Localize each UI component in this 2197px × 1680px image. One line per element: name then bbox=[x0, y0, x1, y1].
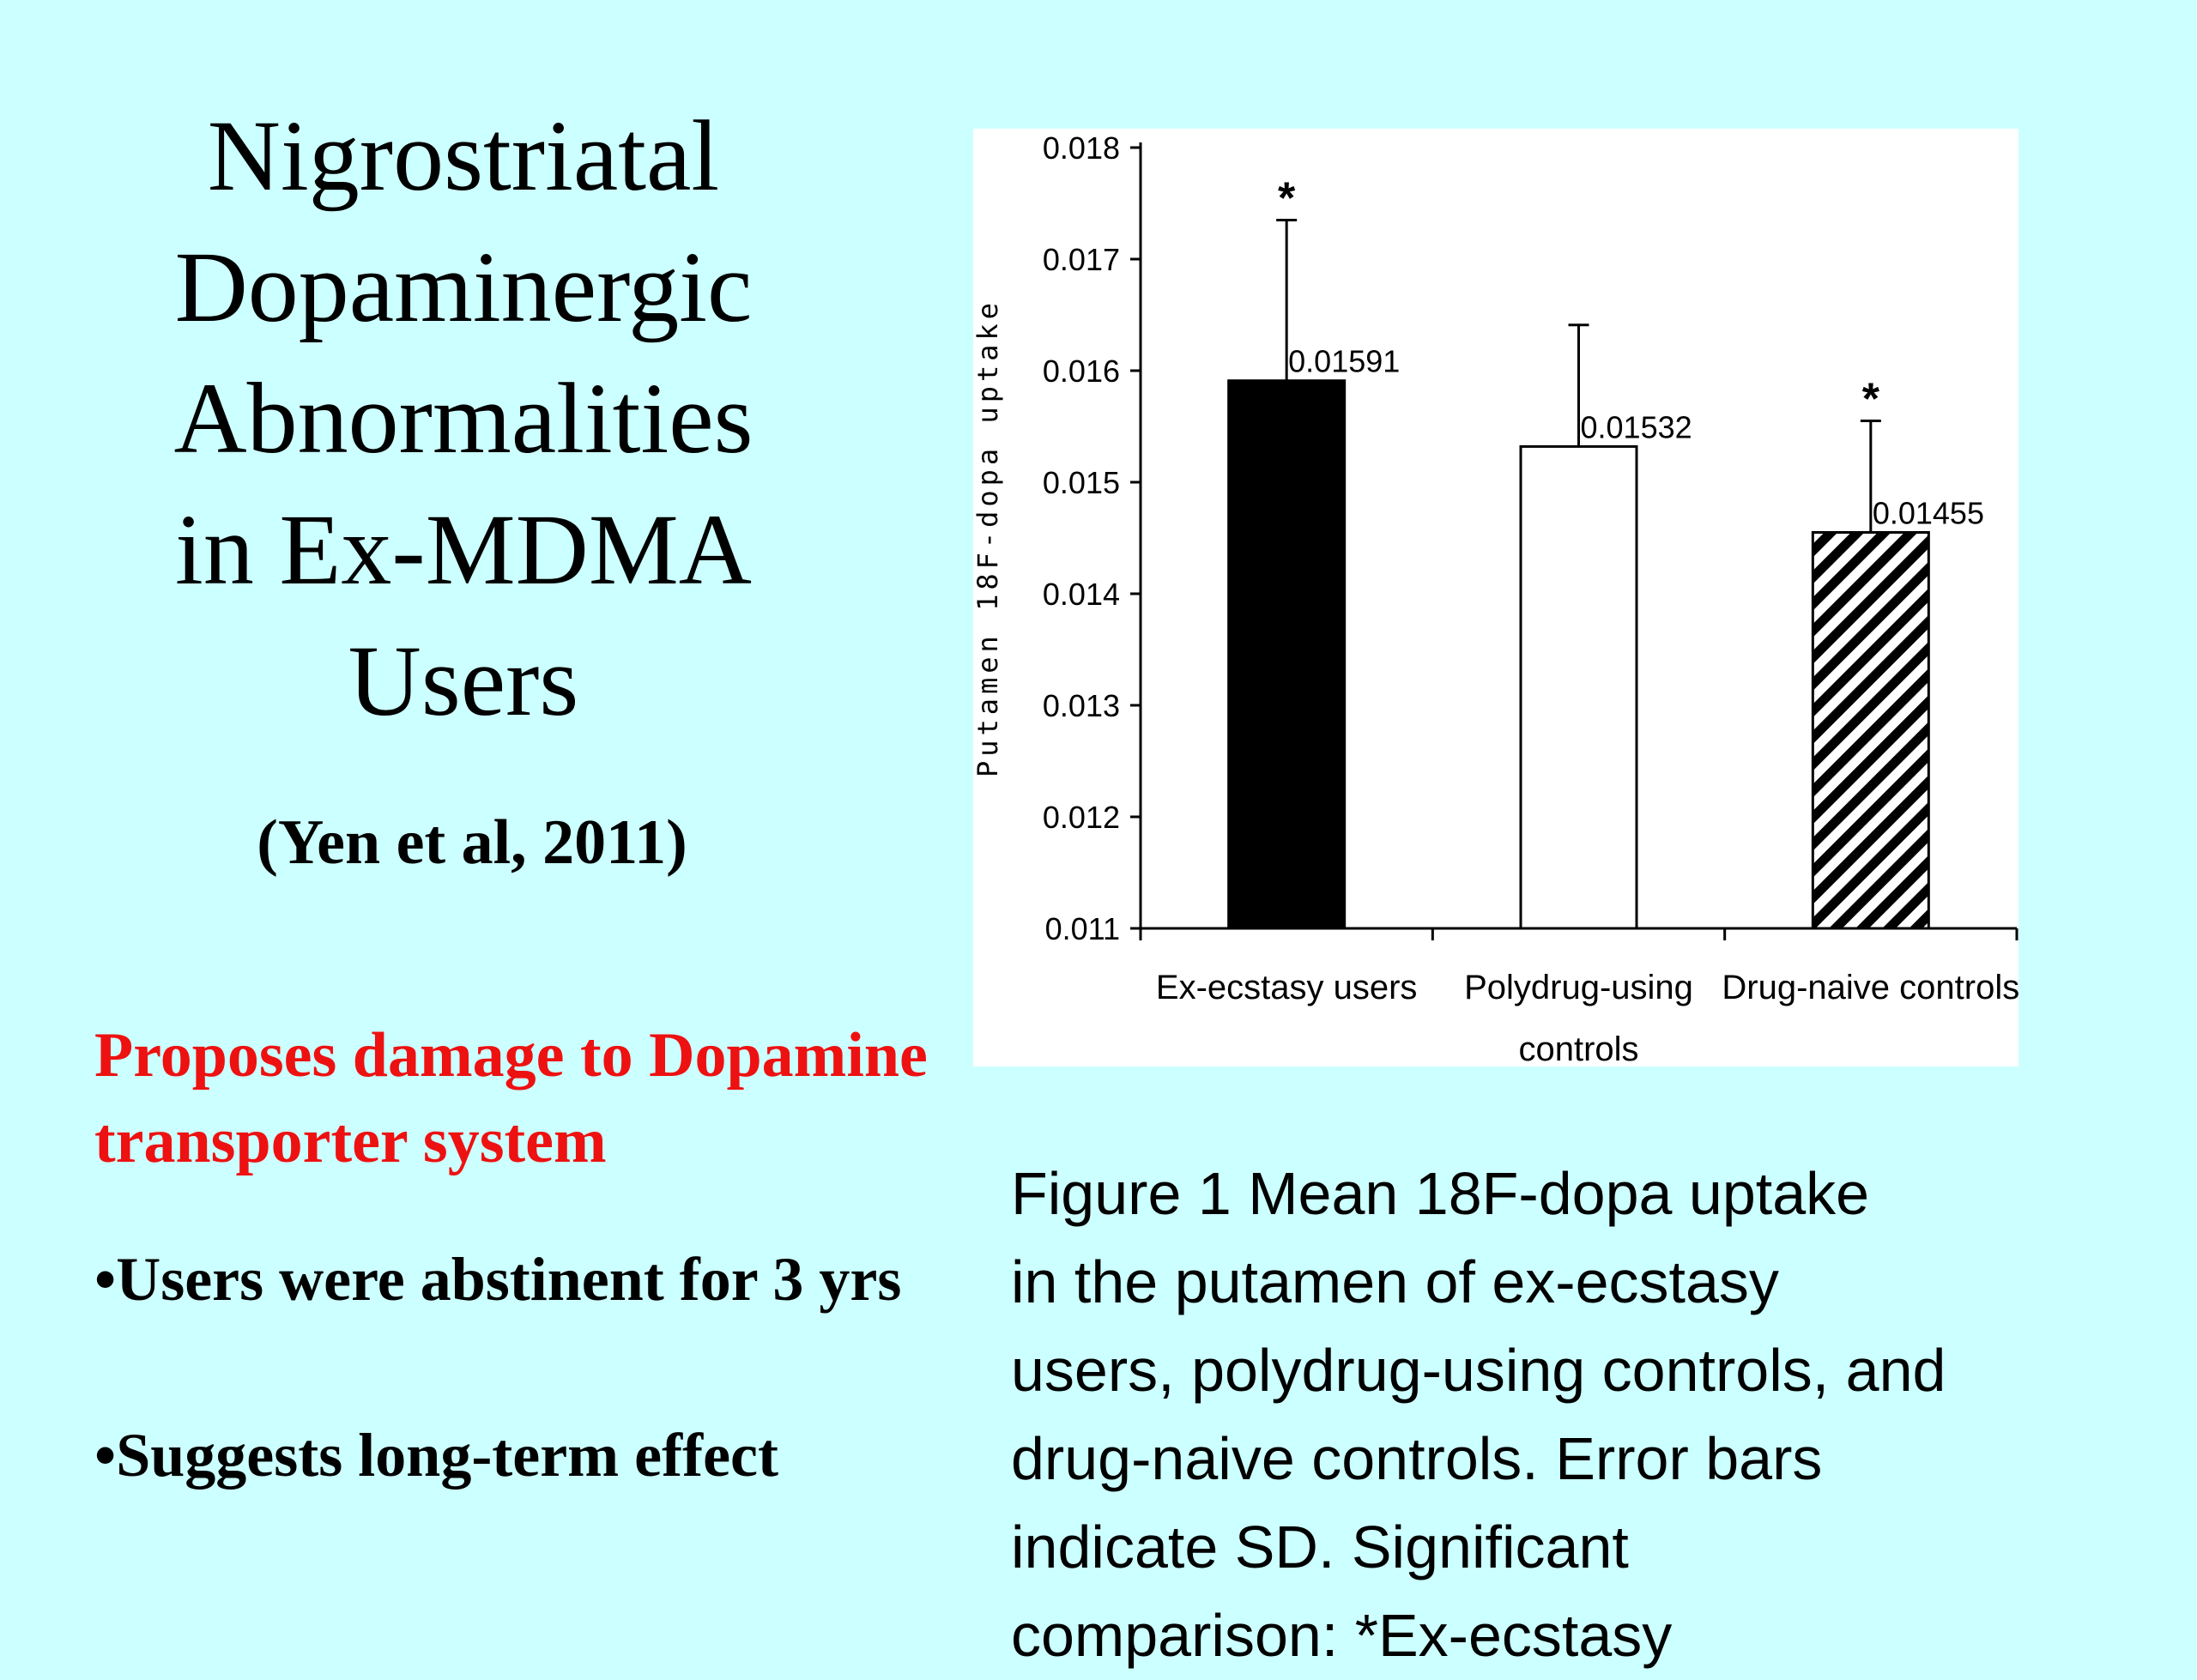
y-tick-label: 0.013 bbox=[1043, 688, 1120, 723]
title-line: Nigrostriatal bbox=[207, 100, 720, 212]
caption-line: Figure 1 Mean 18F-dopa uptake bbox=[1011, 1160, 1870, 1227]
bar-chart: 0.011 0.012 0.013 0.014 0.015 0.016 0.017 0.018… bbox=[973, 130, 2018, 1067]
bar bbox=[1811, 531, 1930, 930]
y-tick-label: 0.015 bbox=[1043, 465, 1120, 500]
caption-line: drug-naive controls. Error bars bbox=[1011, 1425, 1823, 1492]
caption-line: users, polydrug-using controls, and bbox=[1011, 1337, 1946, 1404]
title-line: Abnormalities bbox=[173, 362, 754, 474]
chart-panel: 0.011 0.012 0.013 0.014 0.015 0.016 0.017 0.018… bbox=[973, 129, 2018, 1067]
data-label: 0.01591 bbox=[1288, 344, 1400, 379]
category-label: Polydrug-using bbox=[1464, 969, 1693, 1006]
category-label: Ex-ecstasy users bbox=[1156, 969, 1418, 1006]
y-tick-label: 0.012 bbox=[1043, 800, 1120, 835]
bar bbox=[1227, 379, 1347, 930]
title-line: Users bbox=[348, 625, 579, 737]
y-tick-label: 0.017 bbox=[1043, 242, 1120, 277]
caption-line: comparison: *Ex-ecstasy bbox=[1011, 1602, 1673, 1669]
proposal-text: Proposes damage to Dopamine transporter … bbox=[94, 1012, 1124, 1184]
bar bbox=[1519, 444, 1638, 930]
y-axis-title: Putamen 18F-dopa uptake bbox=[973, 299, 1004, 777]
proposal-line: transporter system bbox=[94, 1106, 607, 1176]
category-label: Drug-naive controls bbox=[1722, 969, 2018, 1006]
citation: (Yen et al, 2011) bbox=[257, 807, 687, 878]
y-tick-label: 0.011 bbox=[1045, 911, 1120, 946]
proposal-line: Proposes damage to Dopamine bbox=[94, 1020, 928, 1091]
y-tick-label: 0.018 bbox=[1043, 130, 1120, 166]
significance-marker: * bbox=[1862, 375, 1880, 425]
significance-marker: * bbox=[1278, 174, 1296, 224]
caption-line: indicate SD. Significant bbox=[1011, 1514, 1629, 1580]
caption-line: in the putamen of ex-ecstasy bbox=[1011, 1248, 1779, 1315]
title-line: Dopaminergic bbox=[174, 231, 753, 343]
y-tick-label: 0.016 bbox=[1043, 354, 1120, 389]
data-label: 0.01455 bbox=[1873, 496, 1984, 531]
title-line: in Ex-MDMA bbox=[175, 493, 752, 606]
y-tick-label: 0.014 bbox=[1043, 577, 1120, 612]
bullet-abstinent: •Users were abstinent for 3 yrs bbox=[94, 1245, 902, 1314]
category-label: controls bbox=[1518, 1030, 1638, 1067]
slide-title: Nigrostriatal Dopaminergic Abnormalities… bbox=[120, 90, 807, 746]
bullet-long-term: •Suggests long-term effect bbox=[94, 1421, 778, 1490]
figure-caption: Figure 1 Mean 18F-dopa uptake in the put… bbox=[1011, 1150, 2161, 1680]
data-label: 0.01532 bbox=[1581, 409, 1692, 444]
